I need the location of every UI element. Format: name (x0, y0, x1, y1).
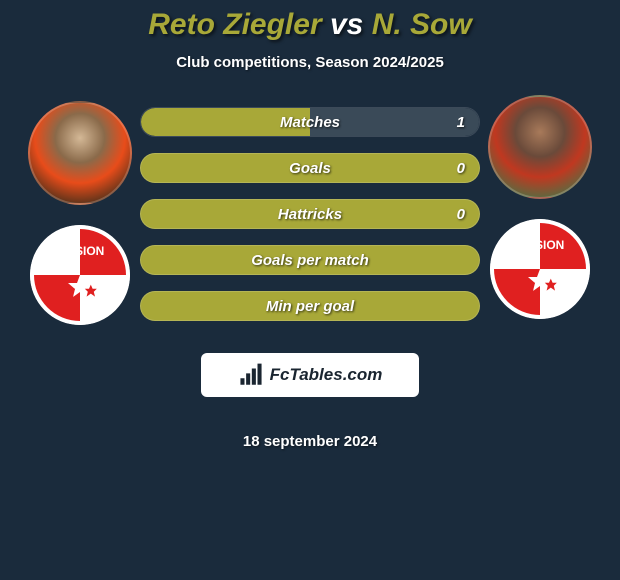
player2-column: FC SION (480, 95, 600, 319)
stats-column: Matches 1 Goals 0 Hattricks 0 Goals per … (140, 101, 480, 450)
subtitle: Club competitions, Season 2024/2025 (176, 54, 444, 71)
stat-label: Goals (289, 160, 331, 177)
stat-label: Min per goal (266, 298, 354, 315)
stat-label: Matches (280, 114, 340, 131)
title-vs: vs (330, 8, 363, 41)
stat-value-right: 0 (457, 206, 465, 223)
comparison-card: Reto Ziegler vs N. Sow Club competitions… (0, 0, 620, 580)
svg-text:FC SION: FC SION (516, 238, 565, 252)
stat-label: Hattricks (278, 206, 342, 223)
date-text: 18 september 2024 (243, 433, 377, 450)
fc-sion-logo-icon: FC SION (490, 219, 590, 319)
stat-bar-matches: Matches 1 (140, 107, 480, 137)
svg-text:FC SION: FC SION (56, 244, 105, 258)
player2-club-logo: FC SION (490, 219, 590, 319)
stat-value-right: 1 (457, 114, 465, 131)
player1-club-logo: FC SION (30, 225, 130, 325)
content-row: FC SION Matches 1 Goals 0 (0, 101, 620, 450)
stat-label: Goals per match (251, 252, 369, 269)
stat-bar-goals: Goals 0 (140, 153, 480, 183)
title-player1: Reto Ziegler (148, 8, 321, 41)
bar-chart-icon (238, 362, 264, 388)
brand-box: FcTables.com (201, 353, 419, 397)
stat-value-right: 0 (457, 160, 465, 177)
player2-photo (488, 95, 592, 199)
brand-text: FcTables.com (270, 365, 383, 385)
title: Reto Ziegler vs N. Sow (148, 8, 471, 42)
stat-bar-hattricks: Hattricks 0 (140, 199, 480, 229)
title-player2: N. Sow (372, 8, 472, 41)
player1-photo (28, 101, 132, 205)
fc-sion-logo-icon: FC SION (30, 225, 130, 325)
stat-bar-goals-per-match: Goals per match (140, 245, 480, 275)
stat-bar-min-per-goal: Min per goal (140, 291, 480, 321)
player1-column: FC SION (20, 101, 140, 325)
